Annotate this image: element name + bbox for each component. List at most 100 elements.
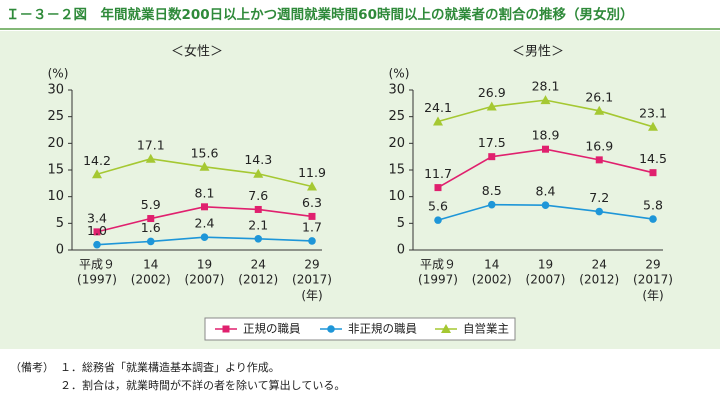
value-label: 14.3 [244,152,272,167]
marker [433,116,443,126]
value-label: 2.1 [248,217,268,232]
value-label: 26.9 [478,85,506,100]
value-label: 8.4 [536,184,556,199]
header-bg [0,0,720,30]
marker [253,168,264,178]
value-label: 16.9 [585,138,613,153]
x-tick-label: (2017) [633,273,673,287]
x-tick-label: (2017) [292,273,332,287]
x-tick-label: 29 [304,258,319,272]
x-tick-label: 24 [251,258,266,272]
marker [648,121,658,131]
y-tick-label: 20 [388,136,405,151]
chart-bg [0,31,720,349]
value-label: 5.6 [428,199,448,214]
note: １．総務省「就業構造基本調査」より作成。 [60,360,280,374]
x-tick-label: 14 [143,258,158,272]
x-tick-label: (2007) [526,273,566,287]
x-tick-label: 19 [197,258,212,272]
x-tick-label: (2002) [131,273,171,287]
marker [487,200,496,209]
marker [541,201,550,209]
value-label: 7.2 [589,190,609,205]
value-label: 2.4 [195,216,215,231]
marker [486,101,497,111]
legend-label: 非正規の職員 [348,322,417,336]
x-unit: (年) [301,289,322,303]
y-tick-label: 0 [56,243,64,258]
value-label: 26.1 [585,89,613,104]
value-label: 6.3 [302,195,322,210]
note: ２．割合は，就業時間が不詳の者を除いて算出している。 [60,378,345,392]
marker [147,215,155,223]
value-label: 1.0 [87,223,107,238]
legend-label: 自営業主 [463,322,509,336]
marker [327,325,335,333]
subtitle: ＜男性＞ [512,45,564,60]
marker [649,169,657,177]
x-tick-label: (2012) [579,273,619,287]
value-label: 8.5 [482,183,502,198]
value-label: 11.7 [424,166,452,181]
value-label: 28.1 [532,79,560,94]
marker [200,233,209,241]
y-tick-label: 10 [47,189,64,204]
x-unit: (年) [642,289,663,303]
marker [308,237,316,245]
marker [199,161,210,171]
x-tick-label: (2012) [238,273,278,287]
value-label: 18.9 [532,128,560,143]
y-tick-label: 15 [47,163,64,178]
subtitle: ＜女性＞ [171,44,223,60]
marker [145,153,156,163]
marker [649,215,657,223]
value-label: 14.2 [83,153,111,168]
x-tick-label: (2007) [185,273,225,287]
x-tick-label: 24 [592,258,607,272]
marker [146,237,155,246]
notes-label: （備考） [10,361,54,374]
y-tick-label: 20 [47,136,64,151]
value-label: 1.6 [141,220,161,235]
value-label: 1.7 [302,219,322,234]
y-unit: (%) [48,67,69,81]
value-label: 11.9 [298,165,326,180]
y-tick-label: 15 [388,163,405,178]
value-label: 7.6 [248,188,268,203]
value-label: 23.1 [639,105,667,120]
marker [92,169,102,179]
value-label: 3.4 [87,210,107,225]
value-label: 14.5 [639,151,667,166]
marker [254,205,262,213]
marker [93,228,101,236]
marker [222,325,230,333]
value-label: 8.1 [195,185,215,200]
y-tick-label: 30 [47,83,64,98]
y-tick-label: 10 [388,189,405,204]
marker [594,105,605,115]
y-tick-label: 5 [56,216,64,231]
x-tick-label: (2002) [472,273,512,287]
value-label: 5.9 [141,197,161,212]
y-tick-label: 25 [47,109,64,124]
x-tick-label: 平成９ [420,258,456,272]
marker [595,207,604,216]
marker [434,184,442,192]
title: Ｉ－３－２図 年間就業日数200日以上かつ週間就業時間60時間以上の就業者の割合… [6,6,633,23]
x-tick-label: 14 [484,258,499,272]
x-tick-label: 平成９ [79,258,115,272]
legend-label: 正規の職員 [243,322,301,336]
marker [308,212,316,220]
marker [542,145,549,153]
marker [434,216,442,224]
value-label: 17.1 [137,137,165,152]
value-label: 24.1 [424,100,452,115]
legend-box [204,317,516,341]
x-tick-label: (1997) [418,273,458,287]
marker [254,235,263,243]
x-tick-label: 19 [538,258,553,272]
y-tick-label: 25 [388,109,405,124]
value-label: 15.6 [191,145,219,160]
marker [93,240,101,249]
